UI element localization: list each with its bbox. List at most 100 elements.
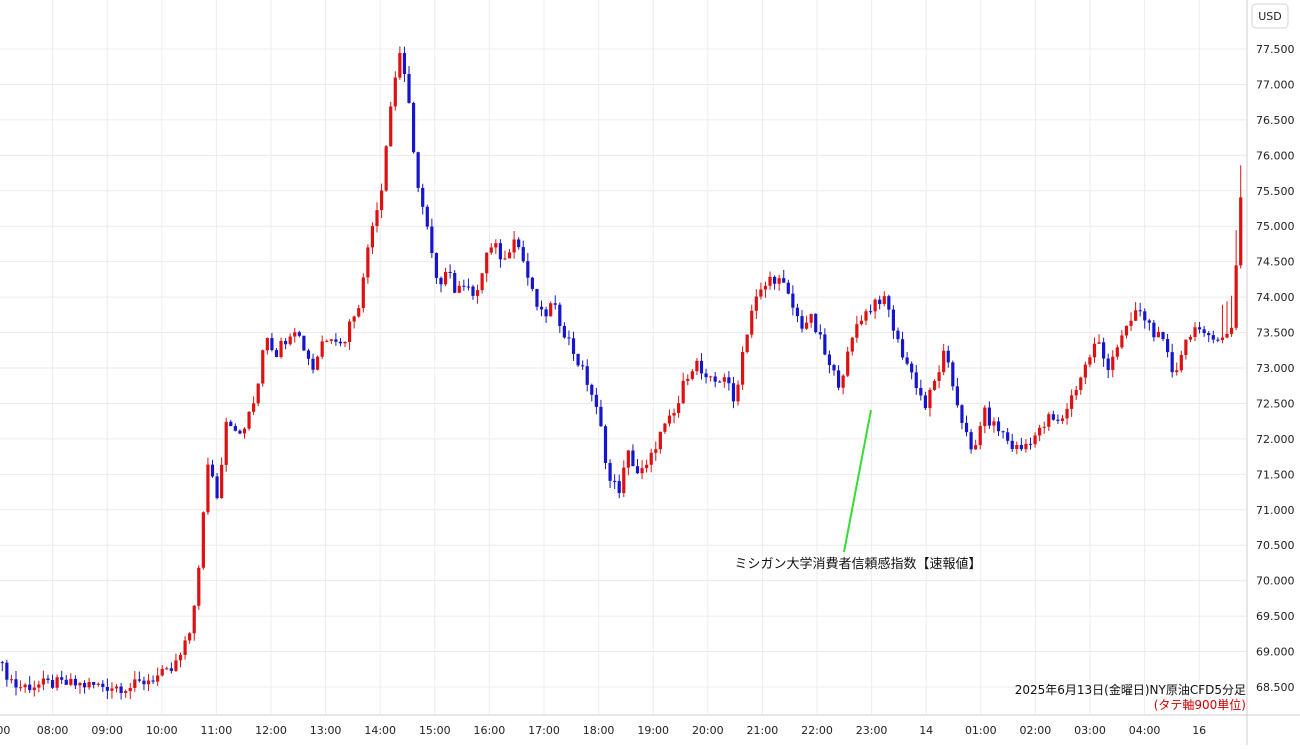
candle <box>736 380 740 406</box>
x-tick-label: 12:00 <box>255 724 287 737</box>
candle-body <box>983 407 987 427</box>
y-tick-label: 75.000 <box>1256 220 1295 233</box>
candle <box>215 472 219 500</box>
candle <box>763 281 768 298</box>
candle-body <box>900 339 905 358</box>
candle-body <box>585 366 589 385</box>
candle-body <box>713 376 717 382</box>
candle-body <box>489 247 493 253</box>
candle <box>969 429 973 454</box>
candle-body <box>1134 310 1138 321</box>
x-tick-label: 22:00 <box>801 724 833 737</box>
price-axis[interactable]: 68.500 69.000 69.500 70.000 70.500 71.000 71.5… <box>1256 43 1295 694</box>
candle-body <box>969 432 973 450</box>
candle <box>434 252 439 284</box>
candle-body <box>87 682 91 688</box>
candle <box>55 674 59 691</box>
candle <box>256 383 260 407</box>
candle <box>366 244 370 284</box>
candle-body <box>210 464 215 477</box>
candle-body <box>69 678 73 685</box>
candle-body <box>736 384 740 402</box>
candle <box>448 264 452 279</box>
candle-body <box>750 310 754 335</box>
candle <box>1207 330 1211 343</box>
candle <box>1197 321 1202 334</box>
candle-body <box>832 365 836 371</box>
candle <box>1038 424 1042 442</box>
candle <box>910 361 914 380</box>
candle-body <box>192 605 196 634</box>
candle-body <box>1051 414 1055 420</box>
candle-body <box>9 679 14 681</box>
candle-body <box>695 360 699 372</box>
candle-body <box>119 686 123 693</box>
candle-body <box>836 370 841 388</box>
candle-body <box>864 311 868 321</box>
candle <box>832 363 836 376</box>
chart-title: 2025年6月13日(金曜日)NY原油CFD5分足 <box>1015 682 1246 697</box>
candle <box>1216 337 1220 343</box>
currency-badge-box[interactable] <box>1251 3 1289 29</box>
candle <box>731 376 736 409</box>
candle-body <box>224 421 228 465</box>
candle <box>398 46 402 80</box>
candle <box>887 294 891 318</box>
candle-body <box>443 271 448 285</box>
candle <box>334 333 338 346</box>
candle-body <box>686 378 690 381</box>
candle-body <box>1102 342 1106 359</box>
candle <box>1143 308 1147 329</box>
candle <box>379 183 384 218</box>
candle <box>581 360 585 370</box>
candle <box>1097 334 1101 345</box>
candle-body <box>73 678 78 686</box>
candle-body <box>681 380 685 404</box>
candle <box>750 304 754 338</box>
candle <box>220 457 224 499</box>
candle-body <box>759 289 763 297</box>
y-tick-label: 72.500 <box>1256 397 1295 410</box>
candle-body <box>457 285 461 293</box>
candle <box>82 680 87 694</box>
candle-body <box>183 640 187 655</box>
candle-body <box>1079 377 1083 390</box>
candle <box>1161 331 1165 342</box>
candle-body <box>809 313 813 323</box>
candle-body <box>1060 418 1065 421</box>
currency-label: USD <box>1258 10 1282 23</box>
candle-body <box>265 338 269 351</box>
candle-body <box>658 431 662 450</box>
candle <box>695 358 699 376</box>
candle-body <box>1216 339 1220 341</box>
candle <box>288 333 292 346</box>
candle <box>978 421 982 450</box>
candle-body <box>316 356 320 370</box>
candle-body <box>1019 445 1023 450</box>
candle-body <box>1106 358 1110 370</box>
x-tick-label: 04:00 <box>1129 724 1161 737</box>
candle-body <box>352 316 356 322</box>
candle-body <box>494 243 498 248</box>
candle-body <box>823 334 827 355</box>
candle <box>855 315 859 343</box>
candle-body <box>786 282 790 294</box>
currency-badge[interactable]: USD <box>1251 3 1289 29</box>
candle <box>297 330 301 338</box>
candle-body <box>306 350 311 359</box>
candle-body <box>567 337 571 339</box>
candle-body <box>256 383 260 404</box>
candle <box>567 330 571 346</box>
candle <box>521 240 525 263</box>
candle <box>252 396 256 416</box>
candle <box>1088 354 1092 368</box>
candle-body <box>804 322 809 329</box>
candle-body <box>996 421 1001 432</box>
candle <box>279 337 283 359</box>
candle-body <box>78 682 82 686</box>
time-axis[interactable]: 7:00 08:00 09:00 10:00 11:00 12:00 13:00 14:00 1… <box>0 724 1206 737</box>
candle-body <box>160 668 164 676</box>
candle-body <box>1015 445 1019 450</box>
candle <box>741 346 745 391</box>
